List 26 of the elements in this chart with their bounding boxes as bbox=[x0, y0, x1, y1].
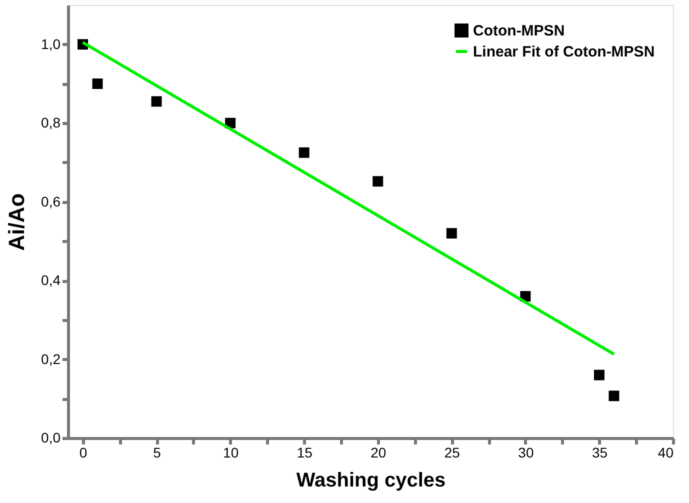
point bbox=[151, 96, 162, 107]
x-tick-label: 25 bbox=[444, 444, 460, 460]
y-tick-label: 1,0 bbox=[41, 36, 61, 52]
x-tick-label: 5 bbox=[153, 444, 162, 460]
y-tick-label: 0,0 bbox=[41, 430, 61, 446]
legend-label: Coton-MPSN bbox=[473, 22, 565, 40]
x-tick-label: 30 bbox=[518, 444, 534, 460]
x-tick-label: 35 bbox=[592, 444, 608, 460]
x-axis-title: Washing cycles bbox=[296, 470, 446, 492]
x-tick-label: 15 bbox=[296, 444, 313, 460]
y-tick-label: 0,6 bbox=[41, 193, 61, 210]
y-axis-title: Ai/Ao bbox=[4, 193, 30, 251]
point bbox=[92, 78, 103, 89]
x-tick-label: 0 bbox=[79, 444, 88, 460]
point bbox=[298, 147, 310, 158]
x-tick-label: 10 bbox=[223, 444, 239, 460]
y-tick-label: 0,4 bbox=[41, 272, 61, 288]
x-tick-label: 20 bbox=[370, 444, 386, 460]
y-tick-label: 0,2 bbox=[41, 350, 61, 367]
x-tick-label: 40 bbox=[658, 444, 674, 460]
point bbox=[372, 176, 384, 187]
point bbox=[446, 228, 457, 239]
point bbox=[594, 370, 604, 380]
y-tick-label: 0,8 bbox=[41, 114, 61, 131]
legend-label: Linear Fit of Coton-MPSN bbox=[473, 44, 655, 60]
point bbox=[608, 390, 620, 402]
